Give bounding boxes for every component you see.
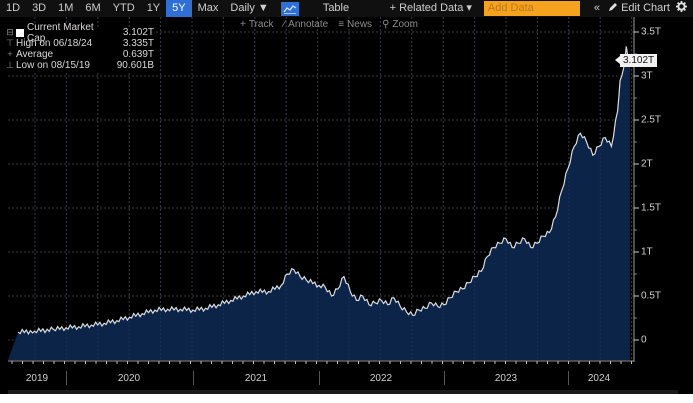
y-tick-label: 3T [641,70,653,82]
edit-chart-label: Edit Chart [621,2,670,14]
zoom-button[interactable]: ⚲ Zoom [382,19,418,30]
track-label: Track [248,18,274,30]
chart-plot-area[interactable] [0,0,693,394]
legend-row-current[interactable]: ⊟ Current Market Cap 3.102T [4,22,154,44]
range-1y-button[interactable]: 1Y [146,2,161,14]
range-max-button[interactable]: Max [197,2,219,14]
range-6m-button[interactable]: 6M [85,2,101,14]
pencil-icon [609,3,618,11]
track-button[interactable]: + Track [240,19,273,30]
collapse-button[interactable]: « [593,2,601,14]
chart-legend: ⊟ Current Market Cap 3.102T ⊤ High on 06… [4,22,154,71]
chart-subtools: + Track ∕ Annotate ≡ News ⚲ Zoom [240,17,418,31]
low-marker-icon: ⊥ [6,60,14,70]
frequency-dropdown[interactable]: Daily ▼ [230,2,269,14]
last-value-tag: 3.102T [614,54,658,68]
average-marker-icon: + [7,49,13,59]
legend-value: 3.102T [122,27,154,38]
legend-label: Low on 08/15/19 [16,60,90,71]
legend-row-low: ⊥ Low on 08/15/19 90.601B [4,60,154,71]
legend-row-high: ⊤ High on 06/18/24 3.335T [4,38,154,49]
legend-value: 3.335T [122,38,154,49]
year-separator [568,371,569,385]
x-tick-label: 2019 [25,373,49,384]
settings-button[interactable] [672,0,693,17]
legend-row-average: + Average 0.639T [4,49,154,60]
legend-tree-icon: ⊟ [6,27,14,37]
y-tick-label: 0.5T [641,290,662,302]
year-separator [193,371,194,385]
annotate-icon: ∕ [283,18,286,30]
x-tick-label: 2020 [117,373,141,384]
year-separator [444,371,445,385]
y-tick-label: 3.5T [641,26,662,38]
legend-value: 0.639T [122,49,154,60]
edit-chart-button[interactable]: Edit Chart [604,0,672,17]
chart-type-button[interactable] [280,1,299,16]
market-cap-area [8,46,630,360]
line-chart-icon [283,4,297,14]
series-swatch[interactable] [16,28,24,37]
table-button[interactable]: Table [322,2,350,14]
range-3d-button[interactable]: 3D [32,2,47,14]
annotate-button[interactable]: ∕ Annotate [283,19,328,30]
toolbar: 1D 3D 1M 6M YTD 1Y 5Y Max Daily ▼ Table … [0,0,693,17]
legend-label: Average [16,49,54,60]
legend-value: 90.601B [116,60,154,71]
year-separator [66,371,67,385]
year-separator [319,371,320,385]
x-tick-label: 2021 [244,373,268,384]
x-tick-label: 2024 [587,373,611,384]
magnifier-icon: ⚲ [382,18,390,30]
range-5y-button[interactable]: 5Y [166,0,192,17]
x-tick-label: 2023 [494,373,518,384]
y-tick-label: 0 [641,334,647,346]
y-tick-label: 1.5T [641,202,662,214]
crosshair-icon: + [240,18,246,30]
news-icon: ≡ [338,18,345,30]
add-data-input[interactable] [483,1,580,16]
y-tick-label: 1T [641,246,653,258]
y-tick-label: 2.5T [641,114,662,126]
news-label: News [347,18,373,30]
zoom-label: Zoom [392,18,418,30]
high-marker-icon: ⊤ [6,38,14,48]
range-ytd-button[interactable]: YTD [112,2,135,14]
range-1d-button[interactable]: 1D [6,2,21,14]
scroll-strip[interactable] [8,390,678,394]
x-axis: 2019 2020 2021 2022 2023 2024 [0,364,693,394]
chart-window: 1D 3D 1M 6M YTD 1Y 5Y Max Daily ▼ Table … [0,0,693,394]
gear-icon [676,1,687,12]
legend-label: Current Market Cap [27,21,94,44]
news-button[interactable]: ≡ News [338,19,372,30]
related-data-button[interactable]: + Related Data ▾ [389,2,472,14]
legend-label: High on 06/18/24 [16,38,93,49]
market-cap-line [17,46,631,336]
x-tick-label: 2022 [369,373,393,384]
y-tick-label: 2T [641,158,653,170]
annotate-label: Annotate [288,18,329,30]
range-1m-button[interactable]: 1M [58,2,74,14]
